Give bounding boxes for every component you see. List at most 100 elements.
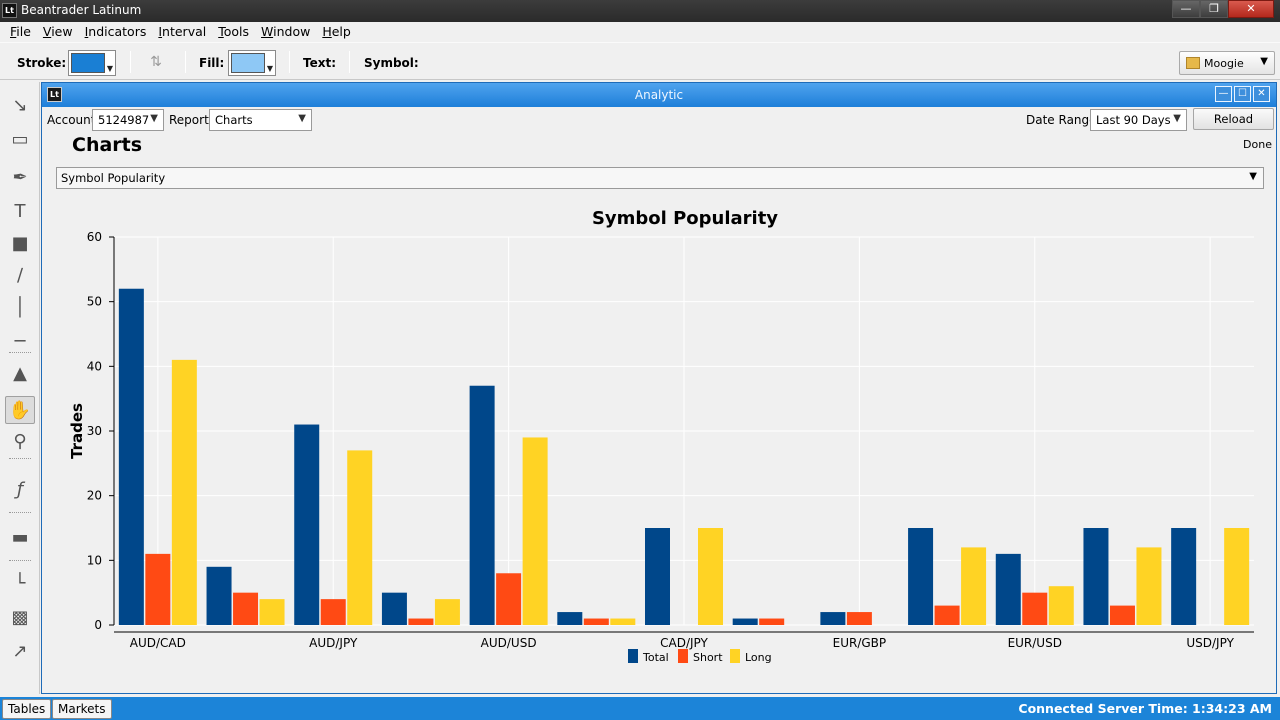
bar-total	[557, 612, 583, 625]
maximize-icon[interactable]: ☐	[1234, 86, 1251, 102]
app-logo-icon: Lt	[2, 3, 17, 18]
bar-total	[206, 566, 232, 625]
date-range-select[interactable]: Last 90 Days ▼	[1090, 109, 1187, 131]
bar-long	[522, 437, 548, 625]
menu-tools[interactable]: Tools	[218, 24, 250, 39]
horizontal-line-icon[interactable]: ─	[14, 331, 26, 352]
tables-tab[interactable]: Tables	[2, 699, 52, 719]
restore-button[interactable]: ❐	[1200, 0, 1228, 18]
fill-color-button[interactable]: ▼	[228, 50, 276, 76]
x-tick-label: AUD/USD	[481, 636, 537, 650]
zoom-icon[interactable]: ⚲	[13, 431, 27, 452]
chevron-down-icon: ▼	[1249, 171, 1257, 182]
toolbar-divider	[130, 51, 131, 73]
reload-button[interactable]: Reload	[1193, 108, 1274, 130]
bar-short	[145, 553, 171, 625]
bar-chart-icon[interactable]: ▩	[11, 607, 29, 628]
chevron-down-icon: ▼	[106, 64, 113, 73]
line-icon[interactable]: ∕	[16, 265, 24, 286]
chevron-down-icon: ▼	[298, 113, 306, 124]
chevron-down-icon: ▼	[266, 64, 273, 73]
toolbar-divider	[185, 51, 186, 73]
rectangle-icon[interactable]: ■	[11, 233, 29, 254]
pen-icon[interactable]: ✒	[12, 167, 28, 188]
legend-swatch	[678, 649, 688, 663]
chart-select[interactable]: Symbol Popularity ▼	[56, 167, 1264, 189]
panel-icon[interactable]: ▬	[11, 527, 29, 548]
menu-view[interactable]: View	[42, 24, 73, 39]
markets-tab[interactable]: Markets	[52, 699, 112, 719]
bar-long	[1048, 586, 1074, 625]
line-chart-icon[interactable]: ↗	[12, 641, 28, 662]
menu-interval[interactable]: Interval	[158, 24, 207, 39]
trendline-icon[interactable]: ↘	[12, 95, 28, 116]
close-icon[interactable]: ✕	[1253, 86, 1270, 102]
stroke-label: Stroke:	[17, 56, 67, 70]
palette-grip	[9, 352, 31, 355]
profile-dropdown[interactable]: Moogie ▼	[1179, 51, 1275, 75]
folder-icon	[1186, 57, 1200, 69]
status-bar: Tables Markets Connected Server Time: 1:…	[0, 697, 1280, 720]
report-select[interactable]: Charts ▼	[209, 109, 312, 131]
bar-total	[995, 553, 1021, 625]
legend-label: Short	[693, 651, 723, 664]
symbol-label: Symbol:	[364, 56, 419, 70]
y-tick-label: 60	[87, 230, 102, 244]
legend-label: Total	[642, 651, 669, 664]
bar-total	[381, 592, 407, 625]
minimize-icon[interactable]: —	[1215, 86, 1232, 102]
chevron-down-icon: ▼	[150, 113, 158, 124]
stamp-icon[interactable]: ▲	[13, 363, 27, 384]
stroke-color-swatch	[71, 53, 105, 73]
status-text: Done	[1243, 138, 1272, 151]
minimize-button[interactable]: —	[1172, 0, 1200, 18]
eraser-icon[interactable]: ▭	[11, 129, 29, 150]
bar-long	[1224, 528, 1250, 625]
y-axis-label: Trades	[68, 403, 86, 459]
bar-short	[496, 573, 522, 625]
report-label: Report:	[169, 113, 213, 127]
bar-short	[320, 599, 346, 625]
palette-grip	[9, 458, 31, 461]
profile-name: Moogie	[1204, 57, 1244, 70]
menu-window[interactable]: Window	[261, 24, 311, 39]
bar-total	[732, 618, 758, 625]
bar-long	[961, 547, 987, 625]
swap-colors-icon[interactable]: ⇅	[150, 54, 162, 70]
symbol-popularity-chart: Symbol Popularity Trades 0 10 20 30 40 50 60 AUD/…	[68, 208, 1254, 664]
legend-label: Long	[745, 651, 772, 664]
app-title-bar: Lt Beantrader Latinum — ❐ ✕	[0, 0, 1280, 22]
text-label: Text:	[303, 56, 337, 70]
x-tick-label: USD/JPY	[1186, 636, 1234, 650]
bar-total	[908, 528, 934, 625]
menu-indicators[interactable]: Indicators	[84, 24, 147, 39]
bar-long	[610, 618, 636, 625]
app-title: Beantrader Latinum	[21, 3, 142, 17]
vertical-line-icon[interactable]: │	[14, 297, 26, 318]
section-title: Charts	[72, 134, 143, 156]
legend-swatch	[730, 649, 740, 663]
account-select[interactable]: 5124987 ▼	[92, 109, 164, 131]
toolbar-divider	[349, 51, 350, 73]
bar-short	[408, 618, 434, 625]
date-range-label: Date Range:	[1026, 113, 1101, 127]
stroke-color-button[interactable]: ▼	[68, 50, 116, 76]
chart-title: Symbol Popularity	[592, 208, 778, 229]
menu-help[interactable]: Help	[322, 24, 351, 39]
bar-total	[1083, 528, 1109, 625]
menu-file[interactable]: File	[10, 24, 31, 39]
x-tick-label: EUR/USD	[1008, 636, 1062, 650]
bar-long	[347, 450, 373, 625]
y-tick-label: 40	[87, 359, 102, 373]
function-icon[interactable]: ƒ	[16, 479, 24, 500]
server-status: Connected Server Time: 1:34:23 AM	[1018, 701, 1272, 716]
fill-color-swatch	[231, 53, 265, 73]
text-tool-icon[interactable]: T	[14, 201, 26, 222]
bar-long	[434, 599, 460, 625]
close-button[interactable]: ✕	[1228, 0, 1274, 18]
bar-total	[1171, 528, 1197, 625]
y-tick-label: 30	[87, 424, 102, 438]
hand-icon[interactable]: ✋	[5, 396, 35, 424]
chart-style-icon[interactable]: └	[14, 573, 26, 594]
bar-short	[846, 612, 872, 625]
